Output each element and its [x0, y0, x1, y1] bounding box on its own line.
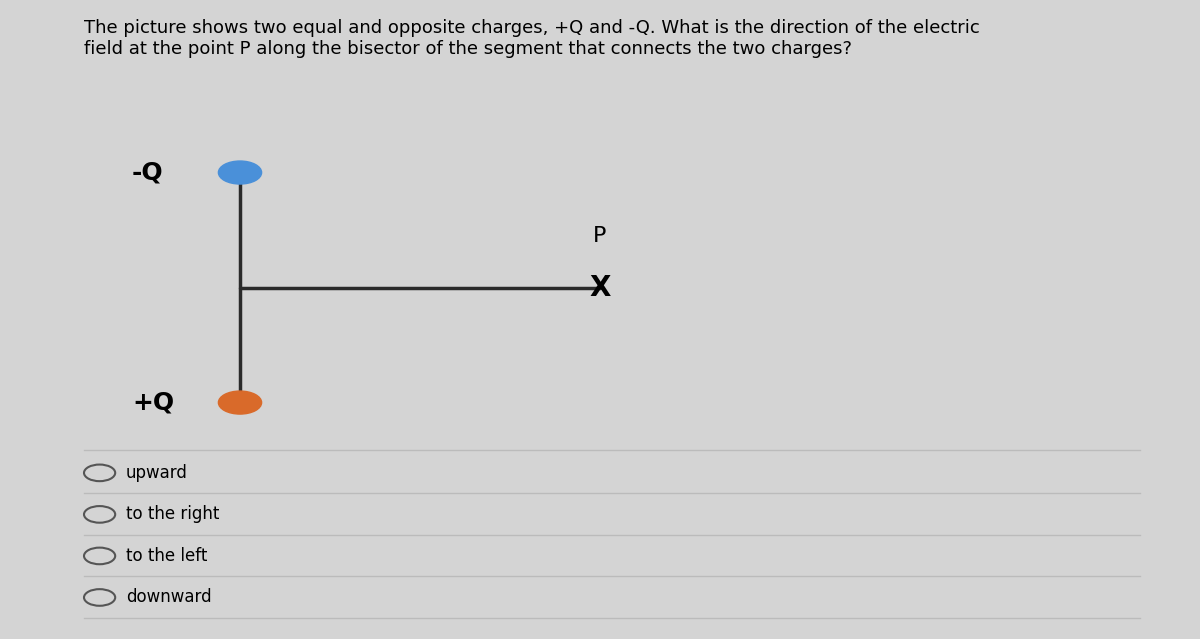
Text: +Q: +Q: [132, 390, 174, 415]
Text: The picture shows two equal and opposite charges, +Q and -Q. What is the directi: The picture shows two equal and opposite…: [84, 19, 979, 58]
Text: -Q: -Q: [132, 160, 163, 185]
Text: to the right: to the right: [126, 505, 220, 523]
Text: P: P: [593, 226, 607, 246]
Text: upward: upward: [126, 464, 188, 482]
Text: to the left: to the left: [126, 547, 208, 565]
Text: downward: downward: [126, 589, 211, 606]
Circle shape: [218, 161, 262, 184]
Text: X: X: [589, 273, 611, 302]
Circle shape: [218, 391, 262, 414]
